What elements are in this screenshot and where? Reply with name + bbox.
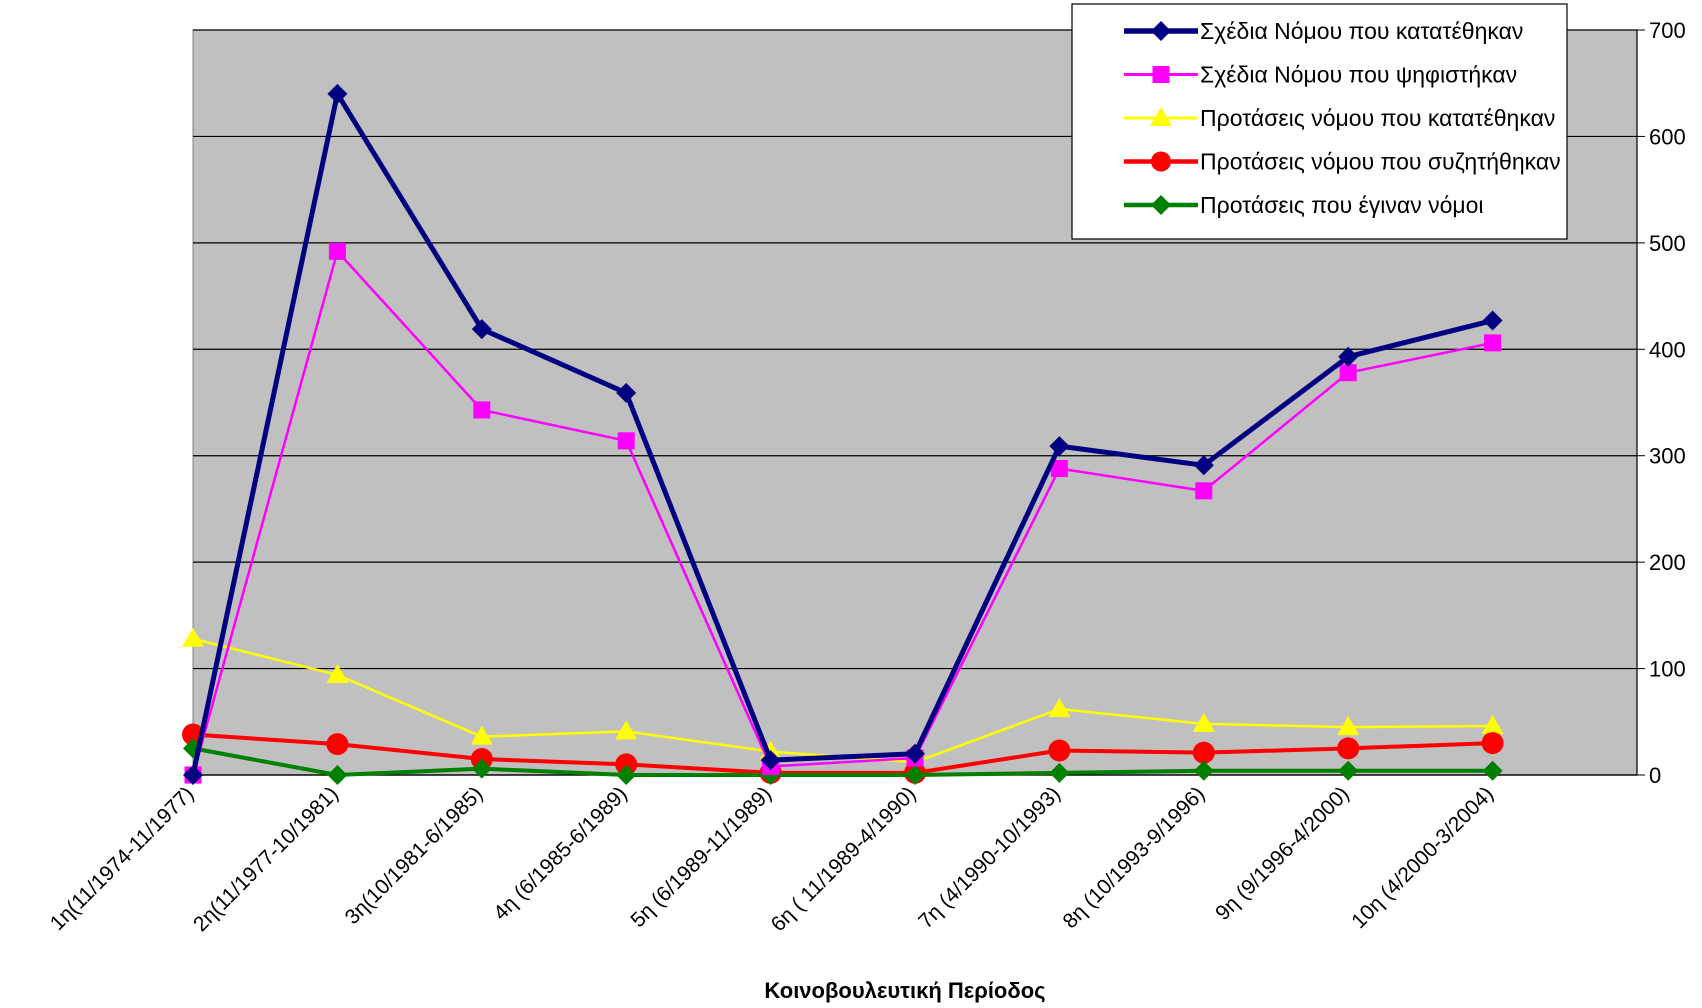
y-tick-label: 0 — [1649, 763, 1661, 788]
legend-item: Προτάσεις που έγιναν νόμοι — [1124, 192, 1484, 218]
data-point-marker — [1049, 762, 1070, 783]
data-point-marker — [471, 319, 492, 340]
series-line — [191, 250, 1493, 776]
series-line — [192, 746, 1493, 777]
data-point-marker — [1192, 741, 1215, 764]
data-point-marker — [471, 758, 492, 779]
data-point-marker — [1193, 455, 1214, 476]
y-tick-label: 100 — [1649, 657, 1686, 682]
y-axis-ticks: 0 100 200 300 400 500 600 700 — [1637, 18, 1686, 788]
legend-label: Σχέδια Νόμου που ψηφιστήκαν — [1200, 62, 1517, 88]
x-category-label: 8η (10/1993-9/1996) — [1059, 782, 1210, 933]
x-category-label: 10η (4/2000-3/2004) — [1347, 782, 1498, 933]
data-point-marker — [1151, 151, 1171, 172]
legend-label: Προτάσεις νόμου που συζητήθηκαν — [1200, 149, 1561, 175]
y-tick-label: 700 — [1649, 18, 1686, 43]
data-point-marker — [326, 663, 349, 683]
legend-item: Σχέδια Νόμου που κατατέθηκαν — [1124, 18, 1523, 44]
series-layer — [182, 83, 1504, 785]
data-point-marker — [615, 753, 638, 776]
series-5 — [183, 738, 1503, 785]
data-point-marker — [1482, 760, 1503, 781]
y-tick-label: 300 — [1649, 444, 1686, 469]
data-point-marker — [326, 733, 349, 756]
data-point-marker — [1338, 346, 1359, 367]
data-point-marker — [760, 750, 781, 771]
x-category-label: 3η(10/1981-6/1985) — [341, 782, 488, 929]
series-line — [192, 732, 1493, 775]
legend: Σχέδια Νόμου που κατατέθηκαν Σχέδια Νόμου… — [1071, 3, 1568, 240]
series-1 — [183, 83, 1503, 785]
x-axis-title: Κοινοβουλευτική Περίοδος — [764, 978, 1045, 1003]
data-point-marker — [1481, 715, 1504, 735]
series-line — [190, 91, 1494, 776]
x-category-label: 5η (6/1989-11/1989) — [626, 782, 776, 932]
data-point-marker — [616, 765, 637, 785]
data-point-marker — [1338, 760, 1359, 781]
y-tick-label: 200 — [1649, 550, 1686, 575]
data-point-marker — [183, 765, 203, 785]
data-point-marker — [1337, 716, 1360, 736]
data-point-marker — [327, 83, 348, 104]
data-point-marker — [1339, 364, 1357, 382]
y-tick-label: 500 — [1649, 231, 1686, 256]
x-axis-category-labels: 1η(11/1974-11/1977)2η(11/1977-10/1981)3η… — [46, 782, 1498, 936]
data-point-marker — [1152, 66, 1170, 83]
data-point-marker — [1048, 739, 1071, 762]
x-category-label: 9η (9/1996-4/2000) — [1211, 782, 1354, 925]
x-category-label: 4η (6/1985-6/1989) — [489, 782, 632, 925]
x-category-label: 6η ( 11/1989-4/1990) — [767, 782, 921, 936]
data-point-marker — [1049, 436, 1070, 457]
legend-label: Προτάσεις νόμου που κατατέθηκαν — [1200, 105, 1555, 131]
data-point-marker — [1150, 107, 1172, 126]
x-category-label: 1η(11/1974-11/1977) — [46, 782, 199, 935]
data-point-marker — [1484, 334, 1502, 352]
data-point-marker — [615, 720, 638, 740]
data-point-marker — [1195, 482, 1213, 500]
data-point-marker — [1337, 737, 1360, 760]
data-point-marker — [1482, 310, 1503, 331]
x-category-label: 7η (4/1990-10/1993) — [914, 782, 1065, 933]
data-point-marker — [1151, 21, 1171, 41]
data-point-marker — [328, 242, 346, 260]
y-tick-label: 400 — [1649, 337, 1686, 362]
data-point-marker — [1193, 760, 1214, 781]
data-point-marker — [327, 765, 348, 785]
data-point-marker — [470, 725, 493, 745]
data-point-marker — [182, 627, 204, 647]
legend-label: Σχέδια Νόμου που κατατέθηκαν — [1200, 18, 1523, 44]
x-category-label: 2η(11/1977-10/1981) — [189, 782, 343, 936]
legend-item: Προτάσεις νόμου που κατατέθηκαν — [1124, 105, 1555, 131]
legend-item: Σχέδια Νόμου που ψηφιστήκαν — [1124, 62, 1517, 88]
data-point-marker — [616, 382, 637, 403]
data-point-marker — [617, 432, 635, 450]
data-point-marker — [473, 401, 491, 419]
data-point-marker — [1192, 712, 1215, 732]
data-point-marker — [905, 743, 925, 764]
data-point-marker — [1050, 459, 1068, 477]
legend-label: Προτάσεις που έγιναν νόμοι — [1200, 192, 1484, 218]
data-point-marker — [1151, 195, 1171, 215]
data-point-marker — [1048, 698, 1071, 718]
data-point-marker — [905, 765, 925, 785]
data-point-marker — [1481, 732, 1504, 755]
legend-item: Προτάσεις νόμου που συζητήθηκαν — [1124, 149, 1561, 175]
y-tick-label: 600 — [1649, 124, 1686, 149]
